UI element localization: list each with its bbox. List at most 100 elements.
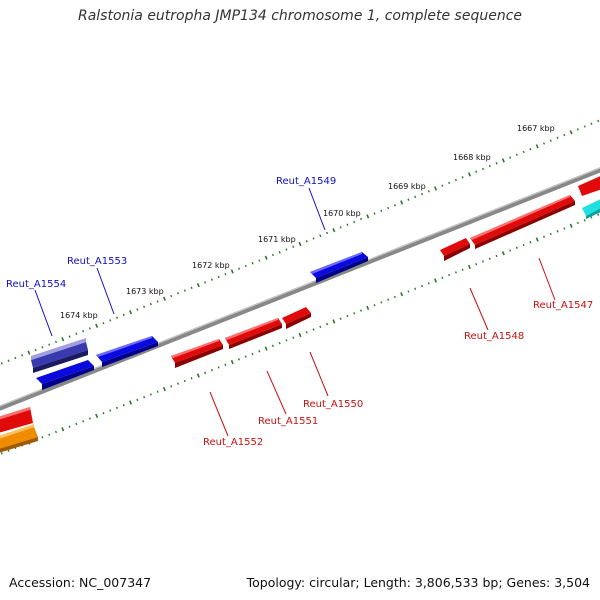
outer-tick	[427, 190, 430, 193]
inner-tick	[590, 216, 593, 219]
inner-tick	[61, 427, 65, 432]
kbp-label-1670: 1670 kbp	[323, 209, 361, 218]
outer-tick	[495, 162, 498, 165]
leader-reut-a1549	[308, 187, 326, 231]
inner-tick	[237, 358, 241, 361]
inner-tick	[461, 268, 464, 271]
outer-tick-ring	[0, 119, 600, 365]
inner-tick	[129, 400, 133, 405]
outer-tick	[285, 248, 288, 251]
inner-tick	[326, 322, 329, 326]
outer-tick	[461, 176, 464, 179]
outer-tick	[7, 359, 10, 362]
inner-tick	[380, 301, 383, 304]
outer-tick	[298, 241, 302, 247]
label-reut-a1549[interactable]: Reut_A1549	[276, 176, 336, 187]
outer-tick	[353, 220, 356, 224]
inner-tick	[495, 254, 498, 258]
inner-tick	[420, 284, 424, 288]
inner-tick	[217, 366, 220, 369]
inner-tick	[427, 282, 430, 285]
inner-tick	[183, 379, 186, 383]
inner-tick	[448, 273, 451, 277]
inner-tick	[597, 213, 600, 216]
outer-tick	[48, 343, 51, 346]
inner-tick	[549, 232, 552, 236]
inner-tick	[563, 227, 566, 230]
inner-tick	[373, 303, 376, 307]
inner-tick	[488, 257, 491, 260]
inner-tick	[224, 363, 227, 366]
gene-reut-a1552[interactable]	[171, 339, 223, 368]
inner-tick	[210, 368, 213, 372]
inner-tick	[319, 325, 322, 329]
inner-tick	[230, 359, 234, 365]
outer-tick	[475, 170, 478, 173]
outer-tick	[136, 308, 139, 311]
outer-tick	[346, 223, 349, 226]
label-reut-a1548[interactable]: Reut_A1548	[464, 331, 524, 342]
leader-reut-a1550	[309, 351, 329, 397]
outer-tick	[380, 209, 383, 212]
gene-cyan-partial[interactable]	[582, 197, 600, 219]
outer-tick	[162, 296, 166, 301]
gene-blue-partial[interactable]	[36, 360, 94, 390]
inner-tick	[393, 295, 396, 299]
inner-tick	[515, 246, 518, 249]
outer-tick	[156, 300, 159, 303]
gene-reut-a1554[interactable]	[31, 338, 88, 373]
outer-tick	[109, 319, 112, 322]
outer-tick	[258, 259, 261, 262]
kbp-label-1672: 1672 kbp	[192, 261, 230, 270]
outer-tick	[441, 184, 444, 187]
chromosome-backbone	[0, 167, 600, 411]
gene-orange-partial[interactable]	[0, 424, 38, 454]
outer-tick	[75, 332, 78, 336]
gene-red-partial-right[interactable]	[578, 174, 600, 196]
outer-tick	[509, 156, 512, 159]
label-reut-a1550[interactable]: Reut_A1550	[303, 399, 363, 410]
outer-tick	[230, 269, 234, 274]
outer-tick	[102, 321, 105, 325]
inner-tick	[481, 260, 485, 263]
kbp-label-1669: 1669 kbp	[388, 182, 426, 191]
gene-reut-a1553[interactable]	[96, 336, 158, 367]
gene-red-partial-left[interactable]	[0, 407, 33, 434]
outer-tick	[583, 125, 586, 128]
gene-reut-a1548[interactable]	[440, 238, 470, 261]
gene-reut-a1549[interactable]	[310, 252, 368, 283]
outer-tick	[305, 240, 308, 243]
outer-tick	[326, 231, 329, 235]
label-reut-a1547[interactable]: Reut_A1547	[533, 300, 593, 311]
inner-tick	[454, 271, 457, 274]
inner-tick	[170, 385, 173, 388]
label-reut-a1554[interactable]: Reut_A1554	[6, 279, 66, 290]
label-reut-a1553[interactable]: Reut_A1553	[67, 256, 127, 267]
outer-tick	[129, 310, 133, 315]
inner-tick	[109, 409, 112, 412]
outer-tick	[549, 139, 552, 142]
outer-tick	[366, 214, 370, 219]
outer-tick	[576, 128, 579, 131]
outer-tick	[414, 195, 417, 199]
gene-reut-a1550[interactable]	[282, 307, 311, 329]
gene-reut-a1551[interactable]	[225, 318, 282, 349]
inner-tick	[292, 336, 295, 339]
leader-reut-a1552	[209, 391, 229, 437]
inner-tick	[75, 422, 78, 426]
gene-reut-a1547[interactable]	[470, 195, 575, 249]
inner-tick	[54, 430, 58, 434]
label-reut-a1551[interactable]: Reut_A1551	[258, 416, 318, 427]
label-reut-a1552[interactable]: Reut_A1552	[203, 437, 263, 448]
outer-tick	[61, 337, 65, 342]
inner-tick	[353, 312, 356, 315]
inner-tick	[434, 278, 438, 283]
inner-tick	[522, 243, 525, 247]
inner-tick	[467, 264, 471, 270]
leader-reut-a1554	[34, 289, 53, 337]
outer-tick	[501, 158, 505, 163]
kbp-label-1668: 1668 kbp	[453, 153, 491, 162]
kbp-label-1671: 1671 kbp	[258, 235, 296, 244]
inner-tick	[556, 230, 559, 233]
